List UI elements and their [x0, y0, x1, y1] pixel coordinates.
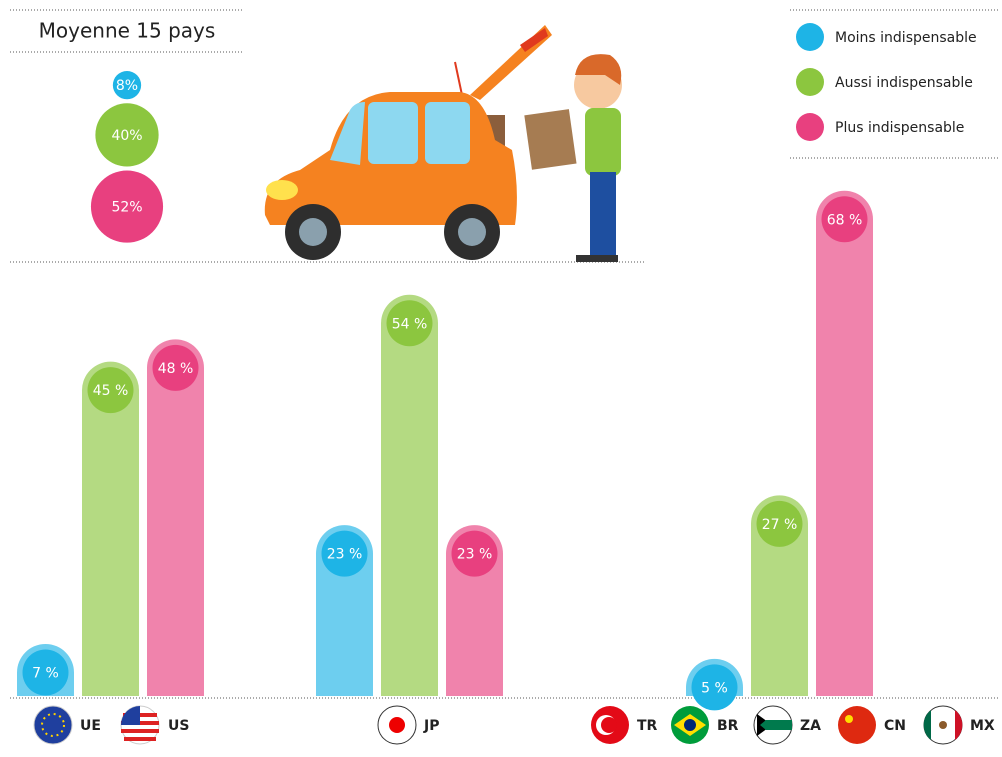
bar — [381, 294, 438, 696]
legend-marker — [796, 113, 824, 141]
country-code: UE — [80, 718, 101, 734]
value-badge — [87, 367, 134, 414]
bar — [82, 361, 139, 696]
value-label: 27 % — [762, 517, 798, 533]
value-label: 5 % — [701, 680, 728, 696]
country-code: JP — [423, 718, 439, 734]
country-code: CN — [884, 718, 906, 734]
value-label: 54 % — [392, 316, 428, 332]
value-badge — [22, 649, 69, 696]
bubble — [112, 71, 142, 100]
legend-label: Aussi indispensable — [835, 75, 973, 91]
value-badge — [821, 196, 868, 243]
value-label: 45 % — [93, 383, 129, 399]
bar — [751, 495, 808, 696]
bar — [816, 190, 873, 696]
bubble-label: 52% — [111, 200, 142, 216]
legend-label: Plus indispensable — [835, 120, 964, 136]
bubble — [95, 103, 159, 167]
legend-marker — [796, 23, 824, 51]
illustration — [264, 25, 622, 262]
flags — [33, 705, 963, 745]
legend-marker — [796, 68, 824, 96]
bubble — [90, 170, 164, 243]
value-label: 23 % — [457, 547, 493, 563]
value-badge — [386, 300, 433, 347]
value-label: 23 % — [327, 547, 363, 563]
country-code: TR — [637, 718, 658, 734]
value-label: 7 % — [32, 665, 59, 681]
value-badge — [451, 530, 498, 577]
legend-label: Moins indispensable — [835, 30, 977, 46]
value-label: 68 % — [827, 212, 863, 228]
bubble-label: 8% — [116, 78, 138, 94]
value-badge — [756, 500, 803, 547]
value-badge — [691, 664, 738, 711]
country-code: ZA — [800, 718, 821, 734]
average-title: Moyenne 15 pays — [39, 19, 216, 43]
country-code: US — [168, 718, 189, 734]
country-code: BR — [717, 718, 739, 734]
country-code: MX — [970, 718, 995, 734]
bubble-label: 40% — [111, 128, 142, 144]
value-badge — [321, 530, 368, 577]
bar — [147, 339, 204, 696]
value-label: 48 % — [158, 361, 194, 377]
value-badge — [152, 344, 199, 391]
